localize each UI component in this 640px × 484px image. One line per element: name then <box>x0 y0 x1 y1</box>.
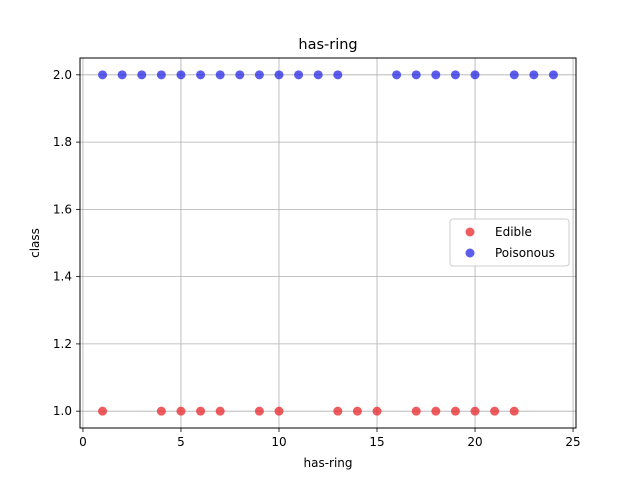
y-axis-label: class <box>28 228 42 258</box>
data-point-poisonous <box>450 70 460 80</box>
data-point-edible <box>333 406 343 416</box>
y-tick-label: 1.8 <box>53 135 72 149</box>
data-point-poisonous <box>137 70 147 80</box>
data-point-edible <box>254 406 264 416</box>
x-axis-label: has-ring <box>303 456 352 470</box>
data-point-edible <box>372 406 382 416</box>
data-point-edible <box>196 406 206 416</box>
data-point-edible <box>450 406 460 416</box>
data-points <box>98 70 558 416</box>
data-point-poisonous <box>98 70 108 80</box>
data-point-poisonous <box>411 70 421 80</box>
data-point-poisonous <box>431 70 441 80</box>
x-tick-label: 10 <box>271 435 286 449</box>
data-point-edible <box>431 406 441 416</box>
legend-marker-edible <box>465 227 475 237</box>
data-point-poisonous <box>548 70 558 80</box>
data-point-edible <box>411 406 421 416</box>
y-tick-label: 1.0 <box>53 404 72 418</box>
data-point-edible <box>274 406 284 416</box>
data-point-edible <box>352 406 362 416</box>
plot-frame <box>79 57 577 429</box>
x-tick-label: 15 <box>369 435 384 449</box>
legend: Edible Poisonous <box>449 218 570 267</box>
legend-marker-poisonous <box>465 248 475 258</box>
axis-ticks: 0 5 10 15 20 25 1.0 1.2 1.4 1.6 1.8 2.0 <box>53 68 581 449</box>
data-point-poisonous <box>509 70 519 80</box>
x-tick-label: 5 <box>177 435 185 449</box>
legend-box <box>449 218 570 267</box>
y-tick-label: 2.0 <box>53 68 72 82</box>
legend-label-edible: Edible <box>495 225 532 239</box>
data-point-poisonous <box>392 70 402 80</box>
x-tick-label: 20 <box>467 435 482 449</box>
y-tick-label: 1.4 <box>53 270 72 284</box>
data-point-poisonous <box>235 70 245 80</box>
data-point-poisonous <box>254 70 264 80</box>
y-tick-label: 1.2 <box>53 337 72 351</box>
data-point-edible <box>98 406 108 416</box>
legend-label-poisonous: Poisonous <box>495 246 555 260</box>
data-point-edible <box>176 406 186 416</box>
data-point-poisonous <box>470 70 480 80</box>
data-point-poisonous <box>333 70 343 80</box>
data-point-edible <box>470 406 480 416</box>
data-point-edible <box>509 406 519 416</box>
data-point-poisonous <box>274 70 284 80</box>
data-point-edible <box>215 406 225 416</box>
data-point-poisonous <box>156 70 166 80</box>
data-point-poisonous <box>117 70 127 80</box>
y-tick-label: 1.6 <box>53 202 72 216</box>
x-tick-label: 0 <box>79 435 87 449</box>
data-point-poisonous <box>529 70 539 80</box>
data-point-edible <box>156 406 166 416</box>
data-point-poisonous <box>196 70 206 80</box>
grid-lines <box>80 58 576 428</box>
data-point-poisonous <box>215 70 225 80</box>
data-point-poisonous <box>313 70 323 80</box>
data-point-poisonous <box>176 70 186 80</box>
data-point-edible <box>490 406 500 416</box>
x-tick-label: 25 <box>565 435 580 449</box>
chart-title: has-ring <box>298 37 357 53</box>
data-point-poisonous <box>294 70 304 80</box>
